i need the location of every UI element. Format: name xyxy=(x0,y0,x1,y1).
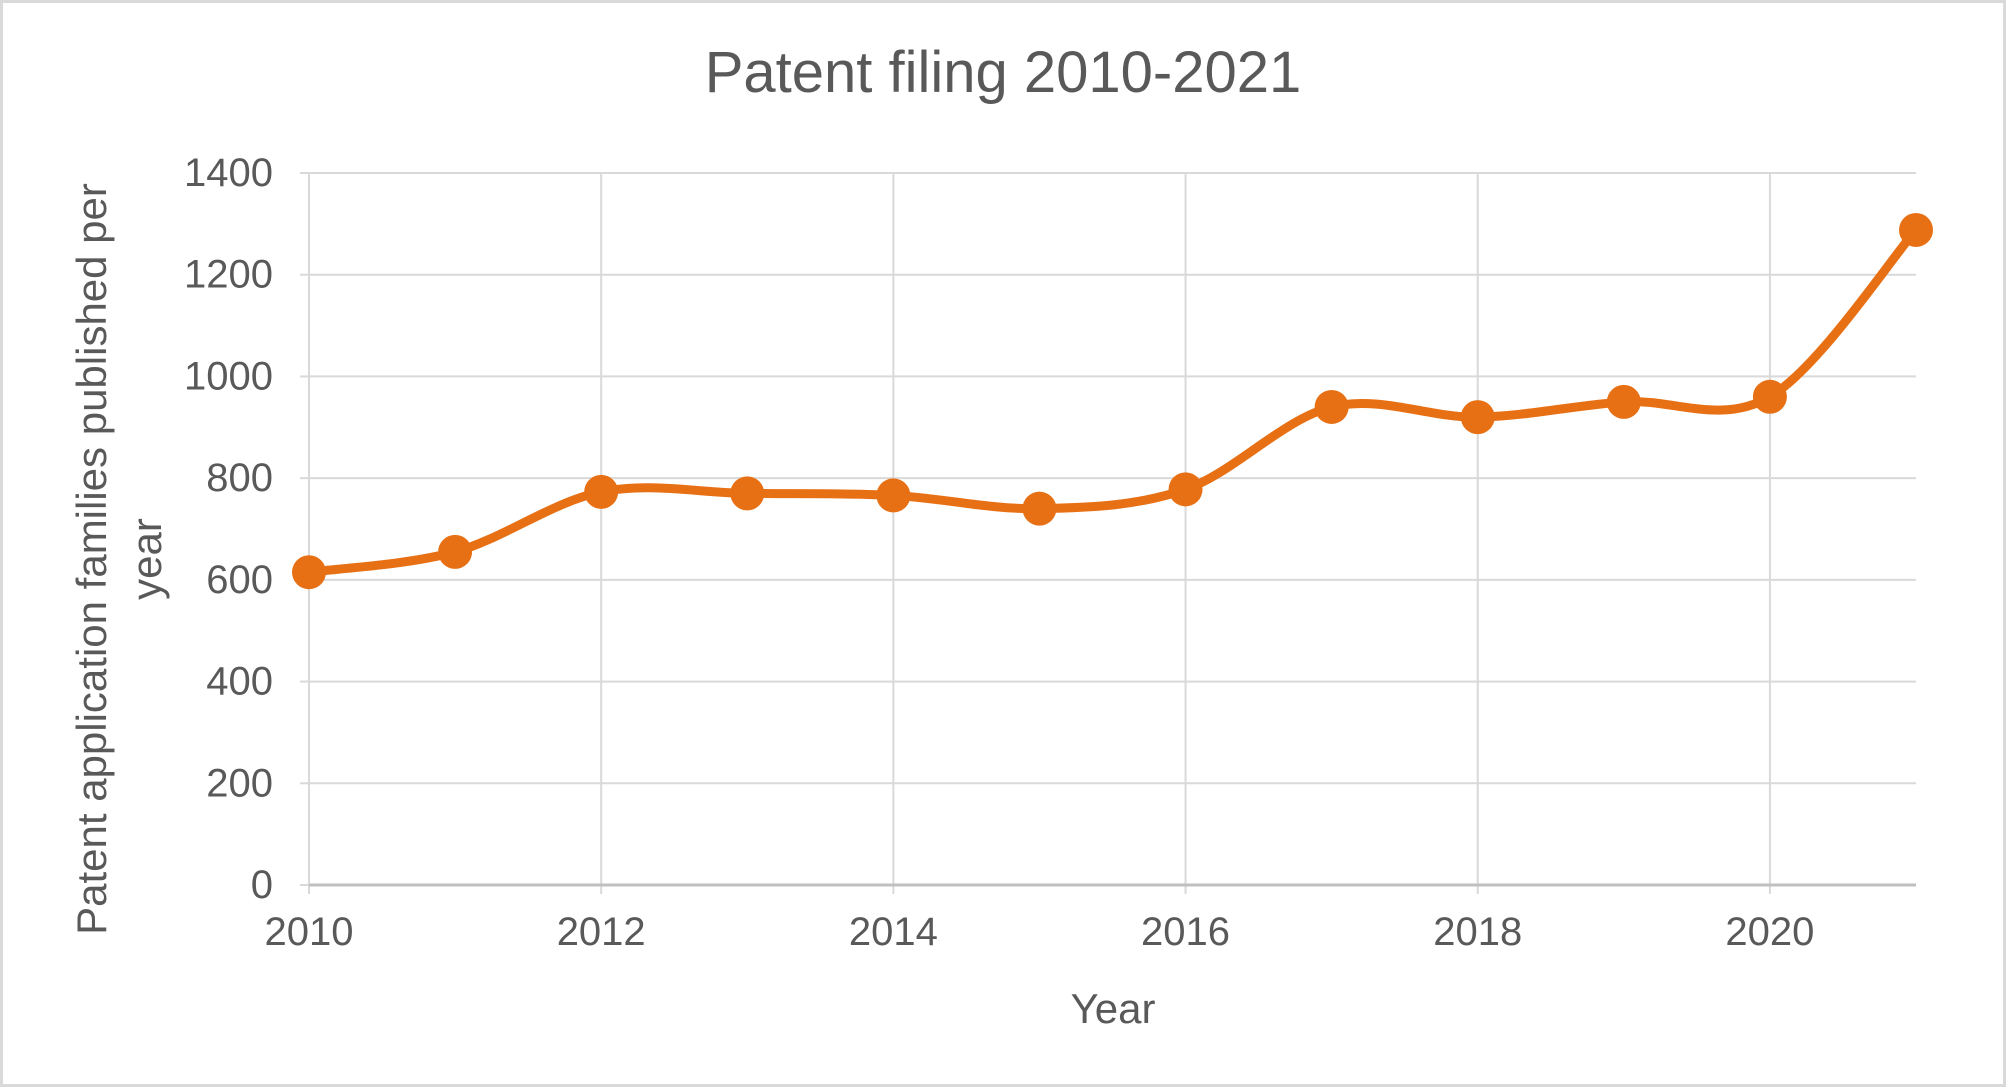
data-point xyxy=(1022,491,1057,526)
data-point xyxy=(292,555,326,590)
data-point xyxy=(876,478,911,513)
y-tick-label: 0 xyxy=(251,863,273,907)
x-tick-label: 2020 xyxy=(1725,910,1814,954)
x-axis-title: Year xyxy=(1070,985,1156,1032)
y-tick-label: 200 xyxy=(206,761,273,805)
data-point xyxy=(584,474,619,509)
y-tick-label: 1200 xyxy=(184,253,273,297)
y-tick-label: 1000 xyxy=(184,354,273,398)
x-tick-label: 2010 xyxy=(265,910,354,954)
x-tick-label: 2014 xyxy=(849,910,938,954)
series-line xyxy=(304,225,1921,577)
data-point xyxy=(1314,389,1349,424)
x-tick-label: 2016 xyxy=(1141,910,1230,954)
data-point xyxy=(1606,384,1641,419)
data-point xyxy=(1752,379,1787,414)
y-tick-label: 1400 xyxy=(184,151,273,195)
data-point xyxy=(1168,472,1203,507)
y-tick-label: 400 xyxy=(206,660,273,704)
x-tick-label: 2012 xyxy=(557,910,646,954)
y-tick-label: 800 xyxy=(206,456,273,500)
data-point xyxy=(438,534,473,569)
line-chart-plot-area: 0 200 400 600 800 1000 1200 1400 2010 2012 2014 201… xyxy=(184,151,1933,954)
data-point xyxy=(1899,212,1933,247)
y-tick-label: 600 xyxy=(206,558,273,602)
data-point xyxy=(1460,400,1495,435)
chart-title: Patent filing 2010-2021 xyxy=(704,40,1302,105)
x-tick-label: 2018 xyxy=(1433,910,1522,954)
data-point xyxy=(730,476,765,511)
